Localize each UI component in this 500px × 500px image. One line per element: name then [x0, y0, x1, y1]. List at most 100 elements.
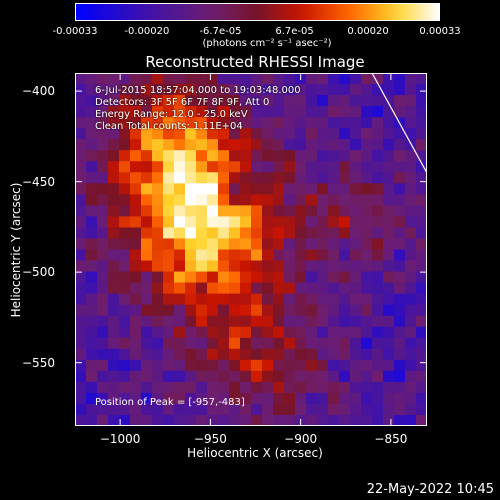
heatmap-cell [383, 183, 395, 195]
heatmap-cell [174, 161, 186, 173]
heatmap-cell [174, 326, 186, 339]
heatmap-cell [339, 95, 351, 107]
heatmap-cell [262, 95, 274, 107]
x-axis-label: Heliocentric X (arcsec) [187, 446, 323, 460]
heatmap-cell [328, 337, 340, 350]
heatmap-cell [108, 348, 120, 361]
heatmap-cell [328, 139, 340, 151]
heatmap-cell [306, 150, 318, 162]
heatmap-cell [405, 348, 417, 361]
heatmap-cell [163, 183, 175, 195]
heatmap-cell [339, 249, 351, 262]
heatmap-cell [240, 216, 252, 229]
heatmap-cell [229, 315, 241, 328]
heatmap-cell [405, 95, 417, 107]
heatmap-cell [185, 392, 197, 405]
heatmap-cell [108, 359, 120, 372]
heatmap-cell [273, 392, 285, 405]
heatmap-cell [229, 260, 241, 273]
heatmap-cell [306, 161, 318, 173]
heatmap-cell [273, 73, 285, 85]
heatmap-cell [416, 84, 427, 96]
heatmap-cell [130, 150, 142, 162]
heatmap-cell [163, 216, 175, 229]
heatmap-cell [130, 414, 142, 426]
heatmap-cell [339, 359, 351, 372]
heatmap-cell [350, 414, 362, 426]
heatmap-cell [86, 414, 98, 426]
heatmap-cell [284, 348, 296, 361]
heatmap-cell [75, 150, 87, 162]
heatmap-cell [383, 315, 395, 328]
heatmap-cell [207, 359, 219, 372]
heatmap-cell [75, 106, 87, 118]
heatmap-cell [416, 161, 427, 173]
heatmap-cell [339, 205, 351, 218]
heatmap-cell [295, 161, 307, 173]
heatmap-cell [240, 227, 252, 240]
heatmap-cell [361, 249, 373, 262]
heatmap-cell [284, 106, 296, 118]
heatmap-cell [207, 337, 219, 350]
heatmap-cell [361, 381, 373, 394]
heatmap-cell [141, 172, 153, 184]
heatmap-cell [306, 304, 318, 317]
heatmap-cell [108, 84, 120, 96]
heatmap-cell [273, 95, 285, 107]
heatmap-cell [207, 95, 219, 107]
heatmap-cell [284, 282, 296, 295]
heatmap-cell [317, 73, 329, 85]
heatmap-cell [130, 315, 142, 328]
heatmap-cell [207, 293, 219, 306]
heatmap-cell [317, 205, 329, 218]
heatmap-cell [152, 271, 164, 284]
heatmap-cell [196, 84, 208, 96]
heatmap-cell [273, 150, 285, 162]
heatmap-cell [251, 150, 263, 162]
heatmap-cell [196, 282, 208, 295]
heatmap-cell [240, 326, 252, 339]
heatmap-cell [119, 183, 131, 195]
heatmap-cell [416, 106, 427, 118]
colorbar-tick-label: -0.00033 [52, 26, 98, 37]
heatmap-cell [119, 271, 131, 284]
heatmap-cell [350, 381, 362, 394]
heatmap-cell [251, 128, 263, 140]
heatmap-cell [361, 326, 373, 339]
heatmap-cell [218, 172, 230, 184]
heatmap-cell [284, 205, 296, 218]
heatmap-cell [207, 304, 219, 317]
heatmap-cell [97, 227, 109, 240]
heatmap-cell [251, 183, 263, 195]
heatmap-cell [174, 205, 186, 218]
heatmap-cell [97, 304, 109, 317]
heatmap-cell [405, 128, 417, 140]
heatmap-cell [361, 73, 373, 85]
heatmap-cell [394, 172, 406, 184]
heatmap-cell [97, 381, 109, 394]
heatmap-cell [97, 139, 109, 151]
heatmap-cell [196, 326, 208, 339]
heatmap-cell [339, 194, 351, 206]
heatmap-cell [372, 95, 384, 107]
heatmap-cell [86, 161, 98, 173]
heatmap-cell [130, 128, 142, 140]
heatmap-cell [251, 370, 263, 383]
heatmap-cell [152, 381, 164, 394]
heatmap-cell [361, 238, 373, 251]
heatmap-cell [86, 227, 98, 240]
heatmap-cell [130, 84, 142, 96]
heatmap-cell [185, 106, 197, 118]
heatmap-cell [174, 216, 186, 229]
heatmap-cell [163, 249, 175, 262]
heatmap-cell [75, 293, 87, 306]
heatmap-cell [262, 205, 274, 218]
heatmap-cell [163, 194, 175, 206]
heatmap-cell [97, 249, 109, 262]
heatmap-cell [174, 337, 186, 350]
heatmap-cell [306, 282, 318, 295]
heatmap-cell [284, 293, 296, 306]
heatmap-cell [317, 337, 329, 350]
heatmap-cell [97, 150, 109, 162]
heatmap-cell [196, 315, 208, 328]
